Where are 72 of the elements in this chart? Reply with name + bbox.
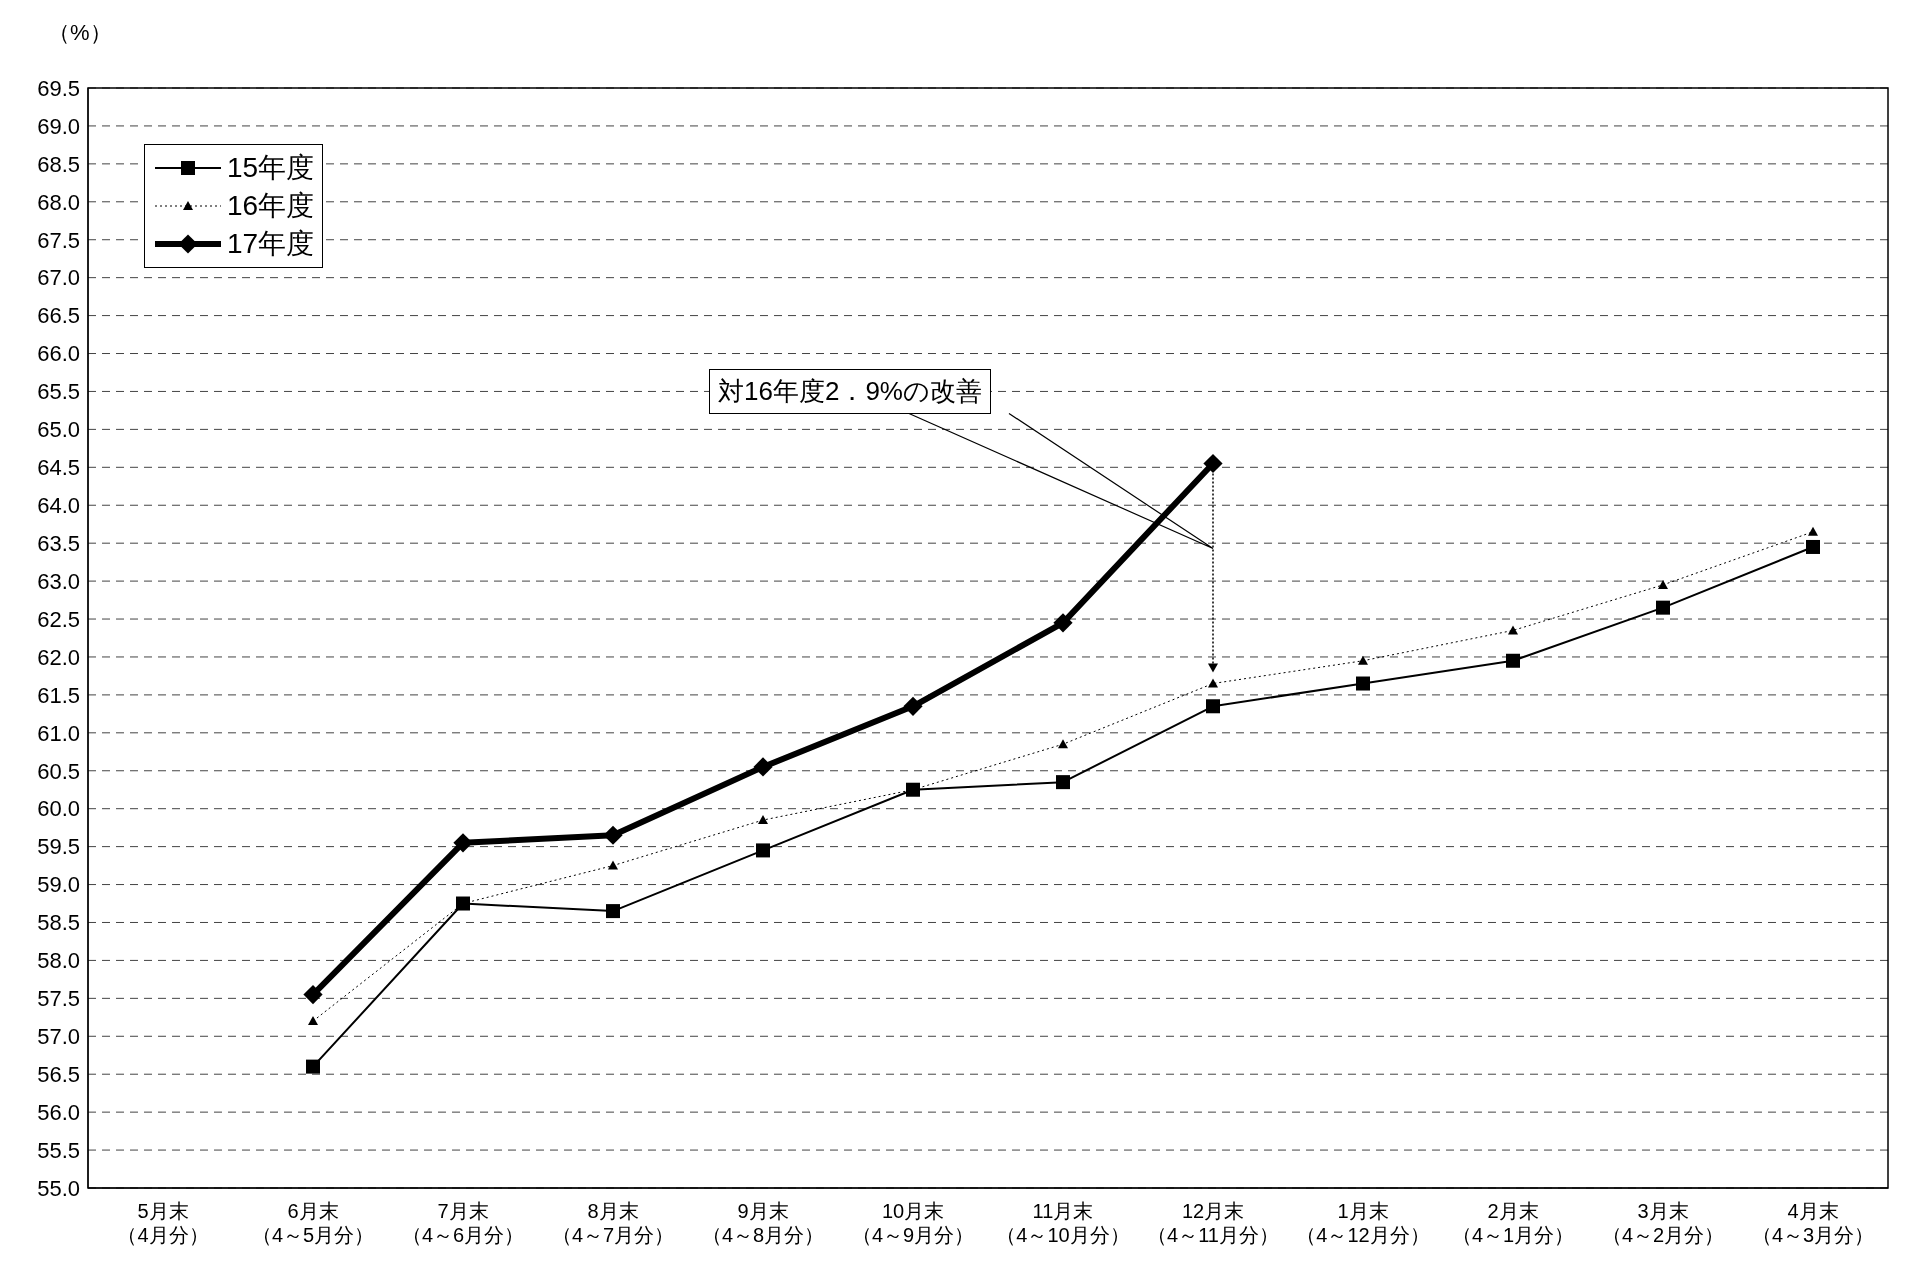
point (1508, 625, 1518, 635)
y-tick-label: 58.5 (37, 910, 80, 936)
y-tick-label: 67.0 (37, 265, 80, 291)
y-tick-label: 60.0 (37, 796, 80, 822)
y-tick-label: 56.0 (37, 1099, 80, 1125)
y-tick-label: 55.5 (37, 1137, 80, 1163)
y-tick-label: 59.5 (37, 834, 80, 860)
y-tick-label: 64.0 (37, 493, 80, 519)
y-tick-label: 67.5 (37, 227, 80, 253)
legend-label: 17年度 (227, 227, 315, 261)
y-tick-label: 58.0 (37, 948, 80, 974)
point (453, 833, 473, 853)
y-tick-label: 68.0 (37, 189, 80, 215)
point (758, 815, 768, 825)
y-tick-label: 65.0 (37, 417, 80, 443)
y-tick-label: 69.5 (37, 75, 80, 101)
x-tick-label: 10月末（4～9月分） (851, 1200, 975, 1246)
y-tick-label: 60.5 (37, 758, 80, 784)
x-tick-label: 7月末（4～6月分） (401, 1200, 525, 1246)
point (308, 1016, 318, 1026)
point (1203, 453, 1223, 474)
point (608, 860, 618, 870)
point (1658, 579, 1668, 589)
point (1806, 539, 1820, 554)
x-tick-label: 6月末（4～5月分） (251, 1200, 375, 1246)
x-tick-label: 11月末（4～10月分） (996, 1200, 1130, 1246)
point (1656, 600, 1670, 615)
point (756, 843, 770, 858)
y-tick-label: 65.5 (37, 379, 80, 405)
y-tick-label: 68.5 (37, 151, 80, 177)
point (306, 1059, 320, 1074)
x-tick-label: 9月末（4～8月分） (701, 1200, 825, 1246)
point (606, 904, 620, 919)
y-tick-label: 63.5 (37, 530, 80, 556)
point (1506, 653, 1520, 668)
y-tick-label: 59.0 (37, 872, 80, 898)
x-tick-label: 3月末（4～2月分） (1601, 1200, 1725, 1246)
y-tick-label: 63.0 (37, 568, 80, 594)
x-tick-label: 12月末（4～11月分） (1147, 1200, 1279, 1246)
y-tick-label: 66.5 (37, 303, 80, 329)
point (303, 984, 323, 1005)
legend-label: 16年度 (227, 189, 315, 223)
point (753, 757, 773, 777)
point (1053, 613, 1073, 633)
y-tick-label: 62.0 (37, 644, 80, 670)
x-tick-label: 8月末（4～7月分） (551, 1200, 675, 1246)
x-tick-label: 5月末（4月分） (117, 1200, 209, 1246)
x-tick-label: 4月末（4～3月分） (1751, 1200, 1875, 1246)
point (1206, 699, 1220, 714)
y-axis-title: （%） (48, 19, 112, 47)
y-tick-label: 56.5 (37, 1062, 80, 1088)
y-tick-label: 57.0 (37, 1024, 80, 1050)
point (1058, 739, 1068, 749)
x-tick-label: 1月末（4～12月分） (1296, 1200, 1430, 1246)
y-tick-label: 57.5 (37, 986, 80, 1012)
point (603, 825, 623, 845)
annotation: 対16年度2．9%の改善 (709, 369, 991, 415)
y-tick-label: 55.0 (37, 1175, 80, 1201)
y-tick-label: 66.0 (37, 341, 80, 367)
y-tick-label: 64.5 (37, 455, 80, 481)
y-tick-label: 61.0 (37, 720, 80, 746)
legend-label: 15年度 (227, 151, 315, 185)
y-tick-label: 69.0 (37, 113, 80, 139)
point (1808, 526, 1818, 536)
point (1056, 775, 1070, 790)
point (1208, 678, 1218, 688)
y-tick-label: 62.5 (37, 606, 80, 632)
point (903, 696, 923, 716)
y-tick-label: 61.5 (37, 682, 80, 708)
point (1358, 655, 1368, 665)
x-tick-label: 2月末（4～1月分） (1451, 1200, 1575, 1246)
point (1356, 676, 1370, 691)
